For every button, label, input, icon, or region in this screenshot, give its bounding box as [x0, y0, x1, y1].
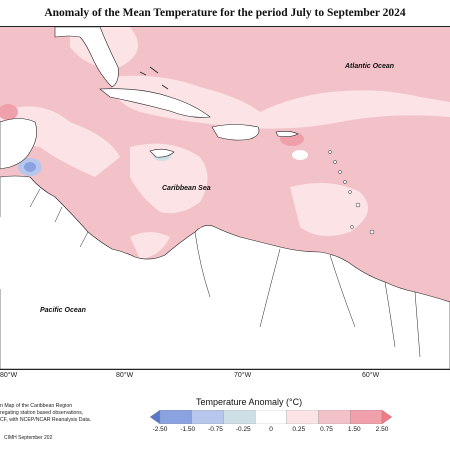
ocean-label-caribbean: Caribbean Sea [162, 185, 211, 192]
landmass-florida [54, 27, 119, 88]
pacific-unshaded [0, 217, 120, 289]
legend-tick-label: -2.50 [152, 426, 168, 433]
legend-tick-label: 0.75 [320, 426, 333, 433]
legend-color-cell [150, 410, 161, 424]
map-credit-date: CIMH September 202 [4, 435, 53, 441]
legend-color-cell [191, 410, 224, 424]
legend-color-cell [286, 410, 319, 424]
longitude-label: 60°W [362, 372, 380, 379]
landmass-yucatan [0, 118, 37, 170]
legend-tick-label: -0.25 [235, 426, 251, 433]
ocean-label-atlantic: Atlantic Ocean [345, 63, 395, 70]
legend-colorbar [150, 410, 392, 424]
landmass-puerto-rico [275, 131, 299, 137]
longitude-label: 70°W [234, 372, 252, 379]
anomaly-cool-spot [24, 162, 36, 172]
landmass-cuba [99, 88, 211, 118]
longitude-label: 80°W [116, 372, 134, 379]
legend-tick-label: 1.50 [347, 426, 361, 433]
country-borders-central [29, 188, 89, 248]
ocean-label-pacific: Pacific Ocean [40, 307, 86, 314]
legend-color-cell [159, 410, 192, 424]
anomaly-warm-spot [0, 104, 18, 120]
landmass-hispaniola [211, 124, 260, 141]
anomaly-neutral-spot [292, 150, 308, 160]
legend-tick-label: -1.50 [180, 426, 196, 433]
legend-tick-label: 0.25 [292, 426, 306, 433]
map-svg [0, 27, 450, 369]
legend-color-cell [318, 410, 351, 424]
longitude-label: 80°W [0, 372, 18, 379]
landmass-jamaica [149, 148, 175, 158]
legend-tick-label: -0.75 [208, 426, 223, 433]
map-title: Anomaly of the Mean Temperature for the … [44, 7, 406, 19]
legend-color-cell [381, 410, 392, 424]
legend-tick-label: 0 [269, 426, 273, 433]
landmass-south-america [0, 175, 450, 369]
legend-title: Temperature Anomaly (°C) [196, 397, 303, 407]
map-credit: n Map of the Caribbean Region regating s… [0, 403, 92, 423]
landmass-bahamas [139, 66, 169, 90]
legend-color-cell [350, 410, 383, 424]
anomaly-light-band [130, 143, 208, 214]
legend-color-cell [254, 410, 288, 424]
legend-color-cell [223, 410, 256, 424]
anomaly-light-band [130, 232, 170, 259]
anomaly-map: Atlantic Ocean Caribbean Sea Pacific Oce… [0, 26, 450, 370]
anomaly-light-band [290, 183, 368, 236]
country-borders [194, 231, 421, 358]
landmass-lesser-antilles [328, 150, 375, 235]
legend-tick-label: 2.50 [375, 426, 389, 433]
